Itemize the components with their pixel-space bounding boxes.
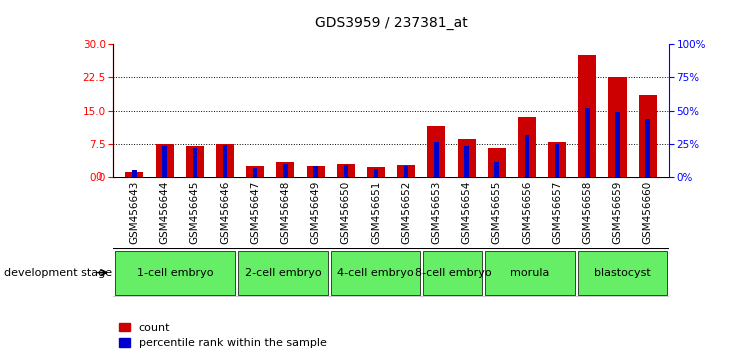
Bar xyxy=(578,55,596,177)
Bar xyxy=(306,166,325,177)
Bar xyxy=(344,165,348,177)
Text: GSM456646: GSM456646 xyxy=(220,181,230,244)
Bar xyxy=(616,112,620,177)
Text: morula: morula xyxy=(510,268,550,278)
Bar xyxy=(223,145,227,177)
Text: GSM456650: GSM456650 xyxy=(341,181,351,244)
Bar xyxy=(428,126,445,177)
Text: GSM456658: GSM456658 xyxy=(583,181,592,244)
FancyBboxPatch shape xyxy=(238,251,327,295)
Text: 8-cell embryo: 8-cell embryo xyxy=(414,268,491,278)
Text: GSM456657: GSM456657 xyxy=(552,181,562,244)
Bar xyxy=(186,146,204,177)
Bar xyxy=(458,139,476,177)
FancyBboxPatch shape xyxy=(423,251,482,295)
Text: GSM456659: GSM456659 xyxy=(613,181,623,244)
Text: GSM456645: GSM456645 xyxy=(190,181,200,244)
Bar xyxy=(132,170,137,177)
FancyBboxPatch shape xyxy=(577,251,667,295)
Bar xyxy=(404,166,409,177)
Text: blastocyst: blastocyst xyxy=(594,268,651,278)
Bar xyxy=(397,165,415,177)
Text: GSM456643: GSM456643 xyxy=(129,181,140,244)
Bar xyxy=(374,169,378,177)
Bar xyxy=(246,166,265,177)
Bar xyxy=(548,142,567,177)
Text: GSM456653: GSM456653 xyxy=(431,181,442,244)
Text: development stage: development stage xyxy=(4,268,112,278)
Bar xyxy=(464,147,469,177)
Bar xyxy=(162,147,167,177)
Bar xyxy=(337,164,355,177)
FancyBboxPatch shape xyxy=(331,251,420,295)
Text: 1-cell embryo: 1-cell embryo xyxy=(137,268,213,278)
Bar xyxy=(639,95,656,177)
Bar xyxy=(367,167,385,177)
Text: GSM456651: GSM456651 xyxy=(371,181,381,244)
Text: GSM456648: GSM456648 xyxy=(281,181,290,244)
Bar xyxy=(488,148,506,177)
Legend: count, percentile rank within the sample: count, percentile rank within the sample xyxy=(119,322,327,348)
Text: GSM456655: GSM456655 xyxy=(492,181,501,244)
Bar xyxy=(645,119,650,177)
Text: GSM456644: GSM456644 xyxy=(159,181,170,244)
Bar xyxy=(216,144,234,177)
Bar xyxy=(314,166,318,177)
Text: GSM456654: GSM456654 xyxy=(461,181,471,244)
Bar xyxy=(585,108,590,177)
Text: GDS3959 / 237381_at: GDS3959 / 237381_at xyxy=(315,16,467,30)
Text: GSM456656: GSM456656 xyxy=(522,181,532,244)
Bar xyxy=(434,143,439,177)
Text: 4-cell embryo: 4-cell embryo xyxy=(337,268,414,278)
Bar xyxy=(192,148,197,177)
Bar xyxy=(276,161,295,177)
Bar xyxy=(126,172,143,177)
Bar xyxy=(253,168,257,177)
FancyBboxPatch shape xyxy=(485,251,575,295)
Bar xyxy=(555,144,559,177)
Bar xyxy=(494,162,499,177)
Text: 2-cell embryo: 2-cell embryo xyxy=(245,268,322,278)
Bar xyxy=(283,164,288,177)
Bar xyxy=(525,135,529,177)
Text: GSM456652: GSM456652 xyxy=(401,181,411,244)
Text: 0: 0 xyxy=(96,172,102,182)
Text: GSM456660: GSM456660 xyxy=(643,181,653,244)
Bar xyxy=(518,117,536,177)
Bar xyxy=(156,144,174,177)
FancyBboxPatch shape xyxy=(115,251,235,295)
Bar xyxy=(608,78,626,177)
Text: GSM456649: GSM456649 xyxy=(311,181,321,244)
Text: GSM456647: GSM456647 xyxy=(250,181,260,244)
